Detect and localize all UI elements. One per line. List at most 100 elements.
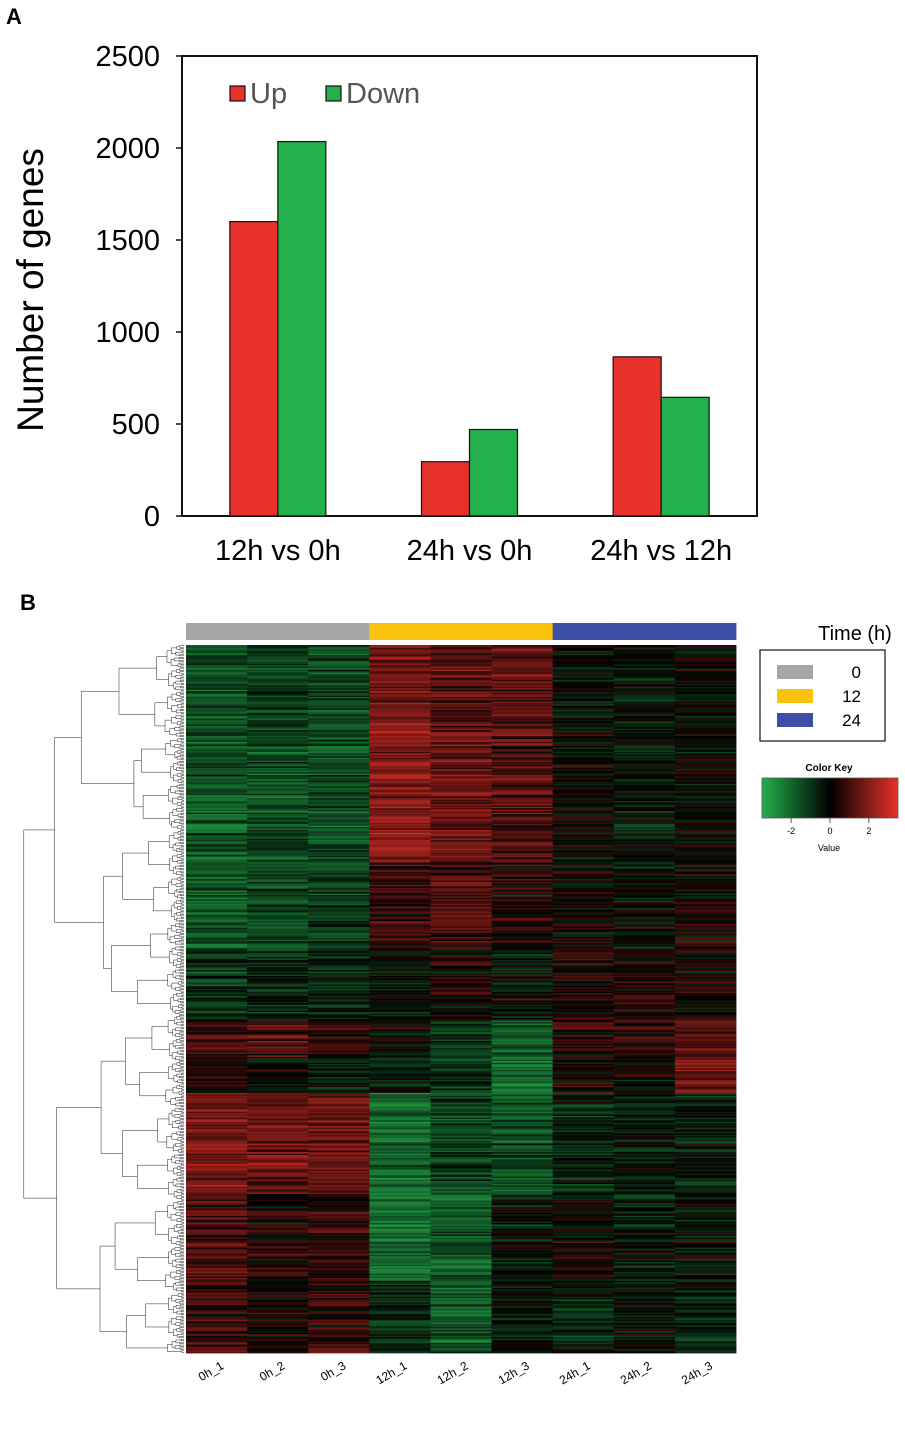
heatmap-cell [430, 988, 492, 991]
heatmap-cell [308, 868, 370, 871]
heatmap-cell [186, 682, 248, 685]
heatmap-cell [552, 1292, 615, 1295]
heatmap-cell [186, 935, 248, 938]
heatmap-cell [186, 1124, 248, 1127]
heatmap-cell [369, 1136, 431, 1139]
heatmap-cell [491, 1144, 554, 1147]
heatmap-cell [369, 926, 431, 929]
heatmap-cell [674, 1280, 737, 1283]
heatmap-cell [308, 1211, 370, 1214]
heatmap-cell [308, 1313, 370, 1316]
heatmap-cell [491, 1084, 554, 1087]
heatmap-cell [430, 682, 492, 685]
y-tick-label: 1500 [95, 225, 160, 257]
heatmap-cell [491, 646, 554, 649]
heatmap-cell [308, 991, 370, 994]
heatmap-cell [247, 704, 309, 707]
heatmap-cell [613, 912, 676, 915]
heatmap-cell [186, 665, 248, 668]
heatmap-cell [430, 1181, 492, 1183]
dendrogram-branch [176, 1172, 182, 1176]
dendrogram-branch [180, 1078, 184, 1081]
heatmap-cell [491, 984, 554, 987]
heatmap-cell [491, 1204, 554, 1207]
heatmap-cell [552, 1224, 615, 1227]
heatmap-cell [613, 672, 676, 675]
heatmap-cell [308, 1186, 370, 1189]
heatmap-cell [247, 724, 309, 727]
heatmap-cell [491, 1292, 554, 1295]
heatmap-cell [369, 663, 431, 666]
heatmap-cell [491, 916, 554, 919]
heatmap-cell [674, 863, 737, 866]
heatmap-cell [491, 1259, 554, 1261]
heatmap-cell [491, 1201, 554, 1204]
heatmap-cell [613, 1260, 676, 1263]
heatmap-cell [247, 705, 309, 708]
heatmap-cell [430, 1059, 492, 1062]
heatmap-cell [613, 782, 676, 785]
heatmap-cell [552, 1131, 615, 1134]
heatmap-cell [369, 1334, 431, 1337]
heatmap-cell [613, 850, 676, 853]
heatmap-cell [552, 906, 615, 909]
heatmap-cell [491, 1251, 554, 1254]
heatmap-cell [247, 665, 309, 668]
heatmap-cell [430, 1120, 492, 1123]
heatmap-cell [247, 931, 309, 933]
heatmap-cell [247, 1241, 309, 1244]
heatmap-cell [491, 1209, 554, 1212]
heatmap-cell [308, 864, 370, 867]
heatmap-cell [552, 855, 615, 858]
heatmap-cell [186, 936, 248, 939]
heatmap-cell [491, 675, 554, 678]
heatmap-cell [430, 838, 492, 841]
heatmap-cell [491, 965, 554, 968]
heatmap-cell [186, 1339, 248, 1342]
heatmap-cell [430, 767, 492, 770]
heatmap-cell [308, 929, 370, 932]
heatmap-cell [430, 1175, 492, 1178]
heatmap-cell [308, 815, 370, 818]
heatmap-cell [552, 1215, 615, 1218]
heatmap-cell [308, 1198, 370, 1201]
dendrogram-branch [175, 969, 181, 974]
heatmap-cell [491, 941, 554, 944]
heatmap-cell [308, 925, 370, 928]
heatmap-cell [674, 1027, 737, 1030]
heatmap-cell [674, 1071, 737, 1074]
heatmap-cell [491, 1066, 554, 1069]
heatmap-cell [613, 1085, 676, 1088]
heatmap-cell [430, 883, 492, 886]
heatmap-cell [430, 1155, 492, 1157]
heatmap-cell [186, 1007, 248, 1010]
heatmap-cell [247, 1090, 309, 1092]
heatmap-cell [247, 1117, 309, 1120]
heatmap-cell [613, 1007, 676, 1010]
heatmap-cell [674, 1240, 737, 1243]
heatmap-cell [186, 977, 248, 980]
heatmap-cell [186, 1324, 248, 1326]
heatmap-cell [430, 844, 492, 847]
heatmap-cell [430, 809, 492, 812]
heatmap-cell [186, 705, 248, 708]
dendrogram-branch [23, 829, 57, 1199]
heatmap-cell [308, 806, 370, 809]
heatmap-cell [552, 858, 615, 861]
heatmap-cell [674, 1279, 737, 1282]
heatmap-cell [674, 1261, 737, 1264]
heatmap-cell [186, 880, 248, 883]
heatmap-cell [308, 881, 370, 884]
heatmap-cell [247, 1347, 309, 1350]
column-label: 24h_1 [557, 1358, 593, 1387]
heatmap-cell [430, 796, 492, 799]
dendrogram-branch [181, 1050, 184, 1052]
heatmap-cell [674, 1055, 737, 1058]
heatmap-cell [613, 714, 676, 717]
heatmap-cell [613, 967, 676, 970]
heatmap-cell [186, 757, 248, 760]
heatmap-cell [369, 949, 431, 952]
heatmap-cell [674, 832, 737, 835]
heatmap-cell [186, 789, 248, 792]
heatmap-cell [308, 816, 370, 819]
